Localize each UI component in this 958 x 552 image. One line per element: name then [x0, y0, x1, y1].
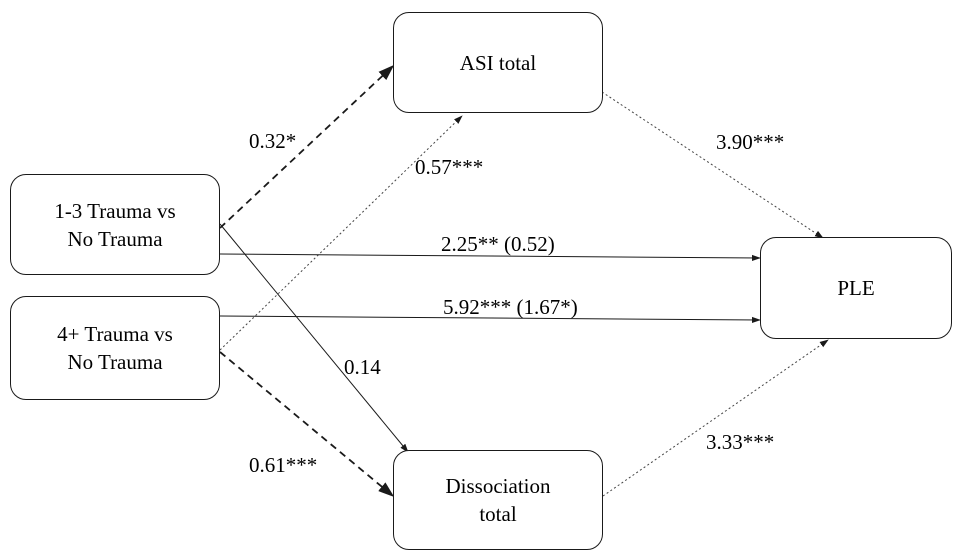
edge-trauma13-ple — [219, 253, 761, 262]
edge-label-trauma4-asi: 0.57*** — [415, 155, 484, 179]
edge-label-trauma13-asi: 0.32* — [249, 129, 297, 153]
edge-label-trauma4-dissociation: 0.61*** — [249, 453, 318, 477]
edge-label-asi-ple: 3.90*** — [716, 130, 785, 154]
node-ple-label: PLE — [837, 276, 875, 300]
node-dissociation-total: Dissociation total — [393, 450, 603, 550]
edge-trauma4-asi — [219, 115, 463, 351]
node-trauma-1-3-label: 1-3 Trauma vs No Trauma — [54, 198, 176, 251]
edge-asi-ple — [601, 91, 824, 239]
node-asi-total-label: ASI total — [459, 50, 537, 75]
node-trauma-4-plus-label: 4+ Trauma vs No Trauma — [57, 322, 173, 374]
node-dissociation-total-label: Dissociation total — [445, 474, 551, 526]
node-ple: PLE — [760, 237, 952, 339]
edge-trauma4-ple — [219, 315, 761, 324]
edge-trauma13-dissociation — [219, 223, 409, 453]
node-trauma-1-3: 1-3 Trauma vs No Trauma — [10, 174, 220, 275]
edge-dissociation-ple — [602, 339, 829, 497]
edge-trauma4-dissociation — [219, 351, 395, 498]
edge-label-dissociation-ple: 3.33*** — [706, 430, 775, 454]
node-asi-total: ASI total — [393, 12, 603, 113]
node-trauma-4-plus: 4+ Trauma vs No Trauma — [10, 296, 220, 400]
edge-label-trauma4-ple: 5.92*** (1.67*) — [443, 295, 578, 319]
edge-label-trauma13-dissociation: 0.14 — [344, 355, 381, 379]
edge-label-trauma13-ple: 2.25** (0.52) — [441, 232, 555, 256]
edge-trauma13-asi — [219, 64, 395, 229]
